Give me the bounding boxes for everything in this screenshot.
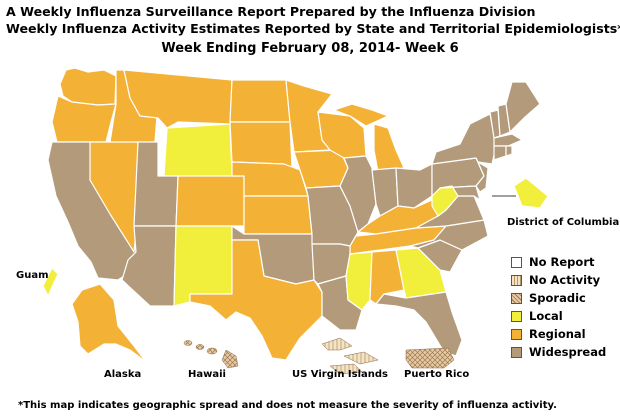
state-mississippi: [345, 251, 373, 311]
dc-label: District of Columbia: [507, 217, 620, 228]
legend: No Report No Activity Sporadic Local Reg…: [511, 253, 606, 361]
legend-swatch: [511, 310, 522, 322]
state-nebraska: [231, 161, 309, 197]
report-subtitle: Weekly Influenza Activity Estimates Repo…: [6, 21, 620, 36]
state-michigan: [373, 123, 405, 173]
puerto-rico-label: Puerto Rico: [404, 369, 470, 380]
state-michigan-up: [333, 103, 389, 127]
state-hawaii: [183, 340, 239, 369]
state-north-carolina: [409, 219, 489, 251]
legend-item-no-report: No Report: [511, 253, 606, 271]
state-massachusetts: [493, 133, 523, 147]
state-rhode-island: [505, 145, 513, 157]
state-ohio: [395, 163, 433, 209]
legend-swatch: [511, 292, 522, 304]
state-guam: [42, 267, 59, 297]
legend-label: No Activity: [529, 273, 601, 287]
state-maine: [505, 81, 541, 133]
state-dc-marker: [513, 177, 549, 209]
usvi-label: US Virgin Islands: [292, 369, 388, 380]
state-connecticut: [493, 145, 507, 161]
legend-label: Local: [529, 309, 563, 323]
state-florida: [375, 291, 463, 357]
state-oregon: [51, 95, 117, 143]
state-kansas: [243, 195, 313, 235]
state-new-york: [431, 113, 497, 165]
legend-swatch: [511, 274, 522, 286]
territory-usvi: [321, 337, 379, 375]
state-new-jersey: [475, 161, 489, 193]
legend-item-local: Local: [511, 307, 606, 325]
legend-item-no-activity: No Activity: [511, 271, 606, 289]
legend-item-sporadic: Sporadic: [511, 289, 606, 307]
guam-label: Guam: [16, 270, 49, 281]
state-texas: [189, 239, 323, 361]
legend-swatch: [511, 346, 522, 358]
legend-item-widespread: Widespread: [511, 343, 606, 361]
footnote: *This map indicates geographic spread an…: [18, 400, 557, 411]
state-colorado: [175, 175, 245, 227]
state-wyoming: [163, 123, 233, 177]
report-title: A Weekly Influenza Surveillance Report P…: [6, 4, 536, 19]
legend-label: Widespread: [529, 345, 607, 359]
legend-swatch: [511, 256, 522, 268]
legend-item-regional: Regional: [511, 325, 606, 343]
state-south-dakota: [229, 121, 293, 169]
state-alaska: [71, 283, 147, 363]
legend-label: Regional: [529, 327, 586, 341]
legend-swatch: [511, 328, 522, 340]
legend-label: No Report: [529, 255, 595, 269]
hawaii-label: Hawaii: [188, 369, 226, 380]
week-label: Week Ending February 08, 2014- Week 6: [161, 41, 459, 56]
state-washington: [59, 67, 117, 106]
legend-label: Sporadic: [529, 291, 586, 305]
alaska-label: Alaska: [104, 369, 142, 380]
territory-puerto-rico: [405, 347, 455, 369]
state-north-dakota: [229, 79, 291, 123]
